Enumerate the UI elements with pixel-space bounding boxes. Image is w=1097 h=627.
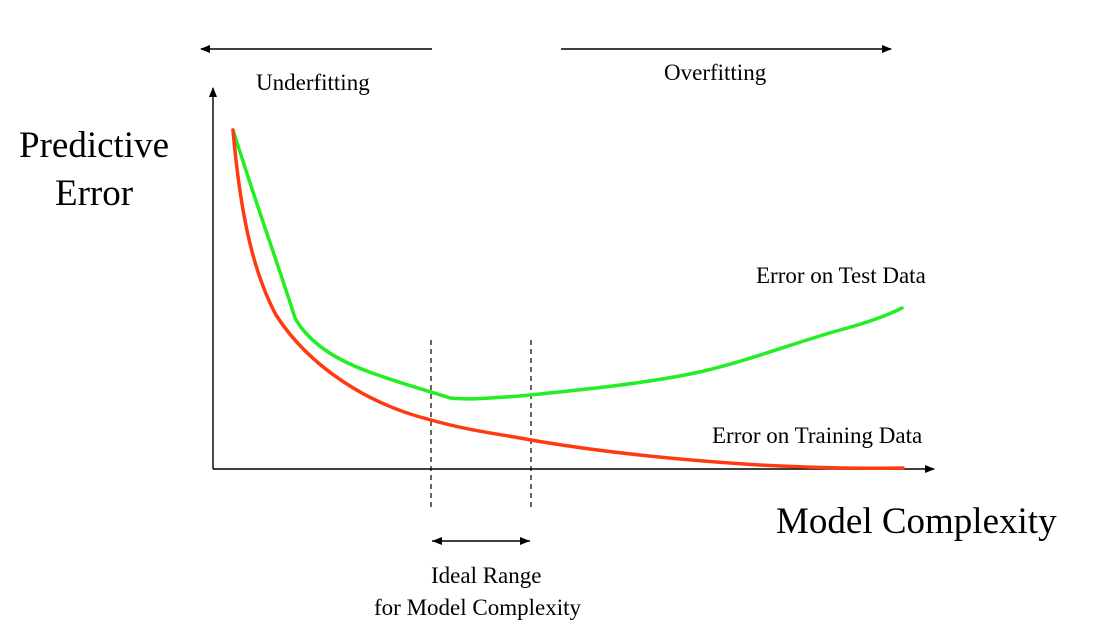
- x-axis-label: Model Complexity: [776, 501, 1057, 542]
- training-curve-label: Error on Training Data: [712, 423, 923, 448]
- ideal-range-label-line1: Ideal Range: [431, 563, 542, 588]
- y-axis-label-line2: Error: [54, 173, 134, 214]
- y-axis-label-line1: Predictive: [19, 125, 170, 166]
- ideal-range-arrow-right-head: [520, 537, 530, 545]
- test-curve-label: Error on Test Data: [756, 263, 926, 288]
- test-error-curve: [231, 128, 904, 401]
- ideal-range-label-line2: for Model Complexity: [374, 595, 581, 620]
- overfitting-label: Overfitting: [664, 60, 767, 85]
- training-error-curve: [231, 128, 905, 471]
- underfitting-label: Underfitting: [256, 70, 370, 95]
- ideal-range-arrow-left-head: [432, 537, 442, 545]
- y-axis-label: Predictive Error: [19, 122, 169, 218]
